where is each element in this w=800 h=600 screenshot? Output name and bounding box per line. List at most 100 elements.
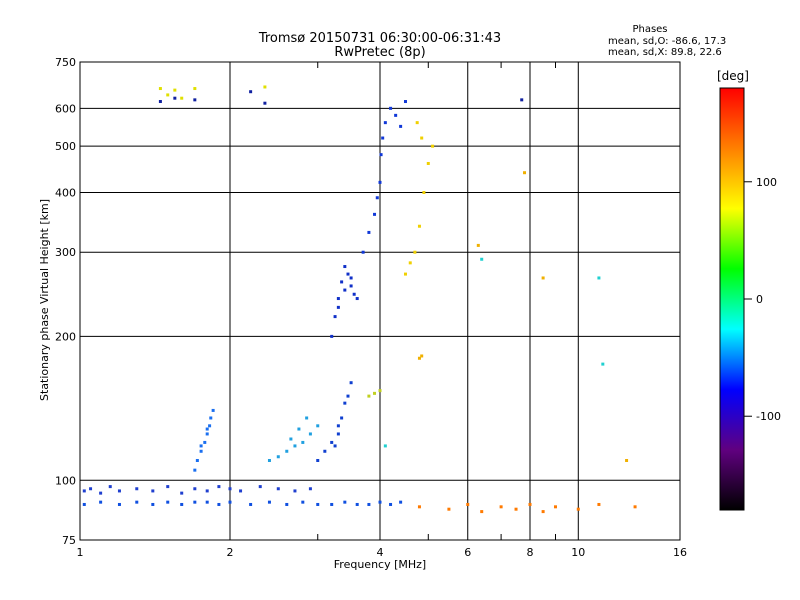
- data-point: [323, 449, 327, 453]
- colorbar-tick-label: -100: [756, 410, 781, 423]
- data-point: [276, 455, 280, 459]
- data-point: [466, 502, 470, 506]
- data-point: [447, 507, 451, 511]
- data-point: [193, 487, 197, 491]
- data-point: [553, 505, 557, 509]
- data-point: [601, 362, 605, 366]
- data-point: [239, 489, 243, 493]
- data-point: [343, 265, 347, 269]
- data-point: [373, 212, 377, 216]
- data-point: [343, 288, 347, 292]
- x-tick-label: 6: [464, 546, 471, 559]
- data-point: [520, 98, 524, 102]
- data-point: [117, 502, 121, 506]
- data-point: [417, 224, 421, 228]
- data-point: [499, 505, 503, 509]
- data-point: [263, 85, 267, 89]
- data-point: [301, 500, 305, 504]
- chart-title: Tromsø 20150731 06:30:00-06:31:43: [258, 31, 501, 46]
- x-tick-label: 1: [77, 546, 84, 559]
- data-point: [211, 408, 215, 412]
- data-point: [633, 505, 637, 509]
- data-point: [205, 500, 209, 504]
- data-point: [199, 449, 203, 453]
- data-point: [343, 401, 347, 405]
- data-point: [523, 171, 527, 175]
- data-point: [193, 98, 197, 102]
- data-point: [208, 424, 212, 428]
- phase-stats-o: mean, sd,O: -86.6, 17.3: [608, 36, 726, 47]
- data-point: [217, 502, 221, 506]
- data-point: [336, 297, 340, 301]
- data-point: [383, 121, 387, 125]
- data-point: [117, 489, 121, 493]
- phase-stats-title: Phases: [632, 24, 667, 35]
- data-point: [267, 458, 271, 462]
- data-point: [352, 292, 356, 296]
- data-point: [267, 500, 271, 504]
- data-point: [99, 491, 103, 495]
- data-point: [249, 502, 253, 506]
- data-point: [166, 93, 170, 97]
- data-point: [276, 487, 280, 491]
- data-point: [173, 96, 177, 100]
- data-point: [108, 485, 112, 489]
- data-point: [217, 485, 221, 489]
- data-point: [367, 394, 371, 398]
- data-point: [361, 250, 365, 254]
- axes: 1 2 4 6 8 10 16 75 100 200 300 400 500 600 750: [55, 56, 687, 559]
- data-point: [480, 257, 484, 261]
- data-point: [203, 440, 207, 444]
- y-tick-label: 300: [55, 246, 76, 259]
- data-point: [394, 113, 398, 117]
- data-point: [528, 502, 532, 506]
- data-point: [180, 502, 184, 506]
- data-point: [151, 489, 155, 493]
- data-point: [420, 136, 424, 140]
- data-point: [308, 432, 312, 436]
- data-point: [355, 297, 359, 301]
- data-point: [343, 500, 347, 504]
- data-point: [285, 449, 289, 453]
- data-point: [158, 100, 162, 104]
- data-point: [135, 500, 139, 504]
- data-point: [476, 243, 480, 247]
- data-point: [180, 491, 184, 495]
- data-point: [82, 489, 86, 493]
- x-tick-label: 10: [571, 546, 585, 559]
- data-point: [413, 250, 417, 254]
- data-point: [209, 416, 213, 420]
- data-point: [336, 424, 340, 428]
- data-point: [199, 444, 203, 448]
- data-point: [89, 487, 93, 491]
- colorbar-tick-label: 100: [756, 176, 777, 189]
- plot-frame: [79, 61, 681, 541]
- data-point: [205, 427, 209, 431]
- data-point: [389, 502, 393, 506]
- data-point: [99, 500, 103, 504]
- data-point: [399, 500, 403, 504]
- data-point: [330, 440, 334, 444]
- colorbar-label: [deg]: [717, 69, 749, 83]
- data-point: [514, 507, 518, 511]
- data-point: [333, 444, 337, 448]
- data-point: [381, 136, 385, 140]
- data-point: [151, 502, 155, 506]
- x-tick-label: 4: [377, 546, 384, 559]
- data-point: [349, 276, 353, 280]
- data-point: [166, 500, 170, 504]
- y-tick-label: 500: [55, 140, 76, 153]
- data-point: [383, 444, 387, 448]
- data-point: [403, 272, 407, 276]
- data-point: [375, 196, 379, 200]
- data-point: [480, 510, 484, 514]
- x-axis-label: Frequency [MHz]: [334, 558, 426, 571]
- x-tick-label: 8: [527, 546, 534, 559]
- data-point: [422, 190, 426, 194]
- y-tick-label: 400: [55, 186, 76, 199]
- data-point: [293, 489, 297, 493]
- data-point: [576, 507, 580, 511]
- data-point: [180, 96, 184, 100]
- data-point: [417, 505, 421, 509]
